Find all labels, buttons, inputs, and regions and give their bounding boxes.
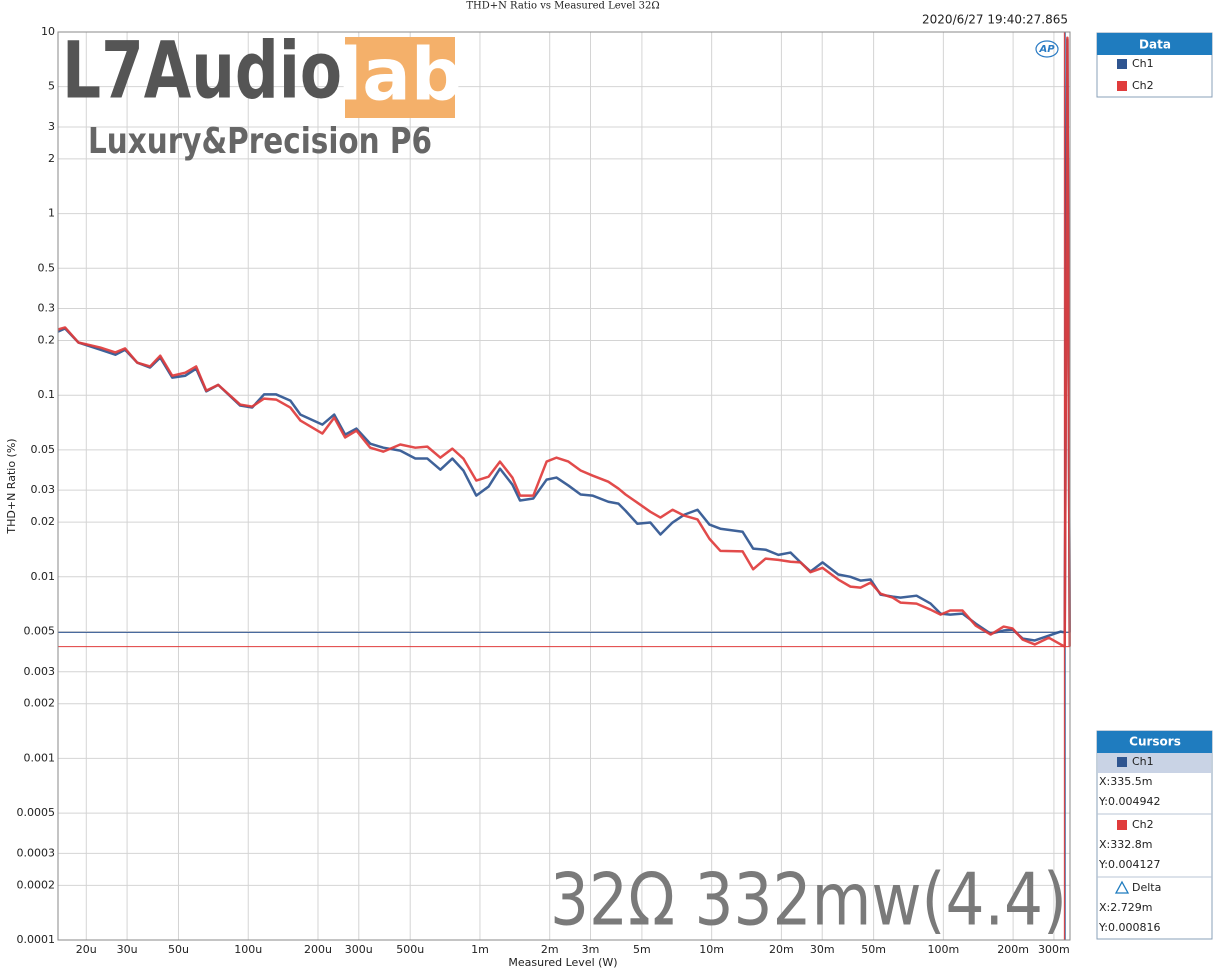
cursor-swatch [1117, 820, 1127, 830]
legend-swatch [1117, 81, 1127, 91]
timestamp: 2020/6/27 19:40:27.865 [922, 13, 1068, 27]
y-tick-label: 0.0002 [17, 878, 56, 891]
cursor-list: Ch1 X:335.5m Y:0.004942 Ch2 X:332.8m Y:0.0041… [1098, 755, 1161, 934]
y-tick-label: 1 [48, 207, 55, 220]
legend-label: Ch2 [1132, 79, 1154, 92]
logo-ring [1035, 40, 1059, 58]
x-tick-label: 2m [541, 943, 559, 956]
cursor-swatch [1117, 757, 1127, 767]
cursor-name: Delta [1132, 881, 1161, 894]
legend-header [1097, 33, 1212, 55]
y-tick-label: 0.5 [38, 261, 56, 274]
watermark-brand: L7Audio [62, 26, 342, 116]
y-tick-label: 5 [48, 80, 55, 93]
x-tick-label: 10m [699, 943, 724, 956]
x-tick-label: 100m [928, 943, 960, 956]
y-tick-label: 0.1 [38, 388, 56, 401]
watermark-condition: 32Ω 332mw(4.4) [550, 858, 1067, 942]
legend-label: Ch1 [1132, 57, 1154, 70]
cursor-selected-row [1098, 753, 1211, 773]
x-tick-label: 3m [582, 943, 600, 956]
cursor-y: Y:0.004127 [1098, 858, 1160, 871]
watermark-badge [345, 37, 455, 118]
x-tick-label: 20m [769, 943, 794, 956]
cursor-x: X:2.729m [1099, 901, 1152, 914]
x-tick-label: 200u [304, 943, 332, 956]
x-tick-label: 300m [1038, 943, 1070, 956]
cursor-name: Ch2 [1132, 818, 1154, 831]
cursor-header [1097, 731, 1212, 753]
x-tick-label: 300u [345, 943, 373, 956]
legend: Ch1 Ch2 [1117, 57, 1154, 92]
grid-layer: 10 5 3 2 1 0.5 0.3 0.2 0.1 0.05 0.03 0.02 0.01 0.005 0… [17, 25, 1070, 956]
y-tick-label: 10 [41, 25, 55, 38]
y-tick-label: 0.005 [24, 624, 56, 637]
y-tick-label: 0.2 [38, 334, 56, 347]
legend-swatch [1117, 59, 1127, 69]
cursor-x: X:335.5m [1099, 775, 1152, 788]
x-tick-label: 30m [810, 943, 835, 956]
x-tick-label: 30u [117, 943, 138, 956]
y-tick-label: 0.01 [31, 570, 56, 583]
y-tick-label: 0.3 [38, 302, 56, 315]
cursor-delta-icon [1114, 880, 1130, 894]
cursor-title: Cursors [1129, 735, 1181, 749]
cursor-y: Y:0.004942 [1098, 795, 1160, 808]
x-tick-label: 100u [234, 943, 262, 956]
y-tick-label: 0.003 [24, 665, 56, 678]
x-tick-label: 1m [471, 943, 489, 956]
x-tick-label: 200m [997, 943, 1029, 956]
y-tick-label: 0.002 [24, 697, 56, 710]
cursor-x: X:332.8m [1099, 838, 1152, 851]
plot-layer [57, 32, 1071, 940]
logo: AP [1038, 44, 1055, 55]
y-tick-label: 3 [48, 120, 55, 133]
x-tick-label: 5m [633, 943, 651, 956]
watermark-product: Luxury&Precision P6 [88, 121, 432, 162]
watermark-brand-highlight: lab [338, 33, 463, 117]
cursor-y: Y:0.000816 [1098, 921, 1160, 934]
x-tick-label: 20u [76, 943, 97, 956]
x-axis-label: Measured Level (W) [508, 956, 617, 969]
x-tick-label: 500u [396, 943, 424, 956]
x-tick-label: 50m [861, 943, 886, 956]
plot-frame [57, 31, 1071, 941]
y-tick-label: 0.0003 [17, 846, 56, 859]
y-tick-label: 0.0001 [17, 933, 56, 946]
cursor-name: Ch1 [1132, 755, 1154, 768]
x-tick-label: 50u [168, 943, 189, 956]
legend-title: Data [1139, 38, 1171, 52]
y-tick-label: 0.02 [31, 515, 56, 528]
y-tick-label: 2 [48, 152, 55, 165]
y-tick-label: 0.0005 [17, 806, 56, 819]
y-tick-label: 0.05 [31, 443, 56, 456]
y-tick-label: 0.03 [31, 483, 56, 496]
chart-title: THD+N Ratio vs Measured Level 32Ω [466, 1, 659, 12]
y-tick-label: 0.001 [24, 751, 56, 764]
y-axis-label: THD+N Ratio (%) [5, 438, 18, 534]
series-line [57, 36, 1071, 648]
